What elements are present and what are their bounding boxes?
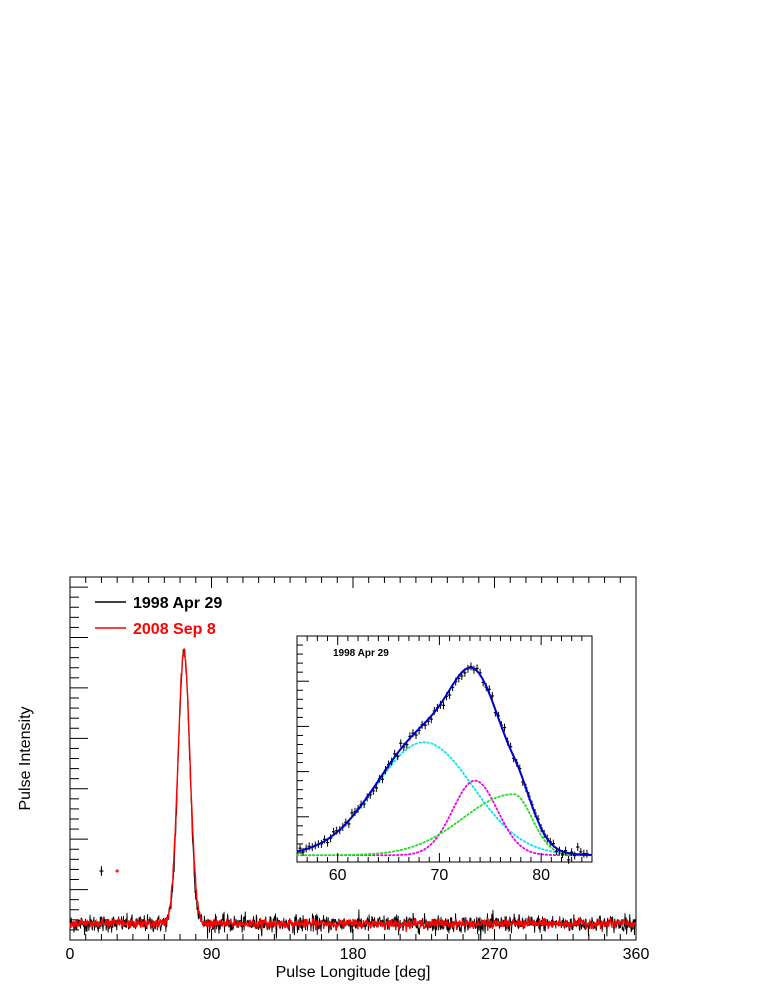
x-tick-label: 90 [203,946,221,963]
x-tick-label: 180 [340,946,367,963]
x-tick-label: 270 [481,946,508,963]
series-line-2008-sep-8 [69,648,637,932]
inset-title: 1998 Apr 29 [333,648,389,659]
x-tick-label: 0 [66,946,75,963]
inset-total-fit-curve [296,666,593,856]
inset-plot: 60 70 80 1998 Apr 29 [296,635,593,884]
main-plot: 0 90 180 270 360 Pulse Longitude [deg] Pulse I… [17,576,650,981]
inset-component-3-curve [296,793,593,857]
inset-x-tick-label: 60 [329,867,347,884]
y-axis-title: Pulse Intensity [17,706,34,810]
inset-x-tick-label: 80 [532,867,550,884]
legend-label-2008-sep-8: 2008 Sep 8 [133,621,216,638]
x-tick-label: 360 [623,946,650,963]
legend-label-1998-apr-29: 1998 Apr 29 [133,595,222,612]
x-axis-title: Pulse Longitude [deg] [276,964,431,981]
inset-x-tick-label: 70 [431,867,449,884]
